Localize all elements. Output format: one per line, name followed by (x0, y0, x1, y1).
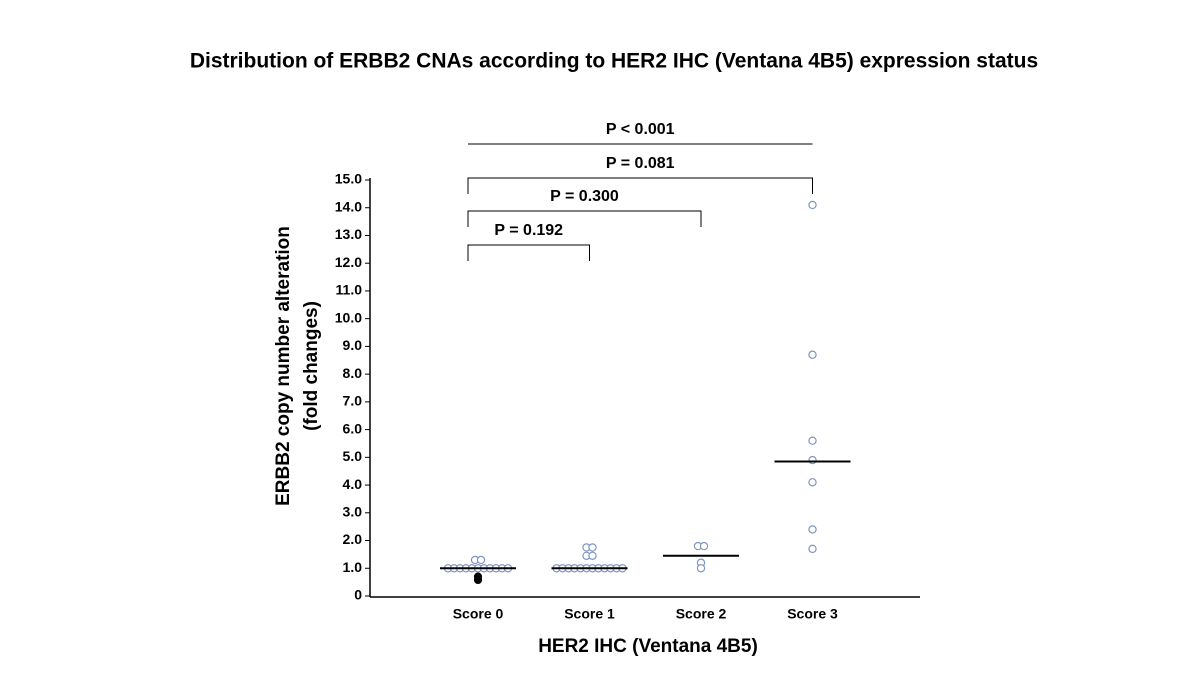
p-value-label: P < 0.001 (606, 121, 675, 138)
y-tick-label: 12.0 (335, 254, 362, 270)
bracket (467, 244, 590, 261)
data-point (696, 564, 706, 573)
y-tick-label: 8.0 (343, 365, 363, 381)
y-tick-label: 3.0 (343, 504, 363, 520)
data-point (808, 478, 817, 487)
data-point (588, 551, 597, 560)
y-tick-label: 14.0 (335, 198, 362, 214)
y-axis-label: ERBB2 copy number alteration (273, 226, 294, 506)
data-point (808, 200, 817, 210)
data-point (808, 525, 817, 534)
x-tick-label: Score 0 (453, 606, 504, 622)
y-tick-label: 1.0 (343, 559, 363, 575)
data-point (808, 544, 817, 554)
chart-title: Distribution of ERBB2 CNAs according to … (190, 50, 1038, 73)
x-tick-label: Score 3 (787, 606, 838, 622)
y-tick-label: 9.0 (343, 337, 363, 353)
y-tick-label: 10.0 (335, 309, 362, 325)
y-tick-label: 0 (354, 587, 362, 603)
y-tick-label: 11.0 (336, 282, 363, 298)
y-tick-label: 4.0 (343, 476, 363, 492)
bracket (467, 210, 702, 227)
p-value-label: P = 0.192 (494, 222, 563, 239)
y-tick-label: 5.0 (343, 448, 363, 464)
y-tick-label: 6.0 (343, 420, 363, 436)
data-point (808, 350, 817, 359)
data-point (699, 541, 709, 551)
y-tick-label: 7.0 (343, 393, 363, 409)
data-point (808, 436, 817, 445)
data-point (476, 555, 486, 565)
y-tick-label: 2.0 (343, 531, 363, 547)
y-tick-label: 15.0 (335, 171, 362, 187)
x-tick-label: Score 1 (564, 606, 615, 622)
p-value-label: P = 0.300 (550, 188, 619, 205)
p-value-label: P = 0.081 (606, 155, 675, 172)
data-point (588, 543, 597, 552)
x-tick-label: Score 2 (676, 606, 727, 622)
x-axis-label: HER2 IHC (Ventana 4B5) (538, 636, 758, 657)
y-tick-label: 13.0 (335, 226, 362, 242)
highlight-point (473, 572, 483, 581)
data-point (808, 455, 817, 465)
bracket (467, 177, 813, 194)
y-axis-label: (fold changes) (301, 301, 322, 431)
